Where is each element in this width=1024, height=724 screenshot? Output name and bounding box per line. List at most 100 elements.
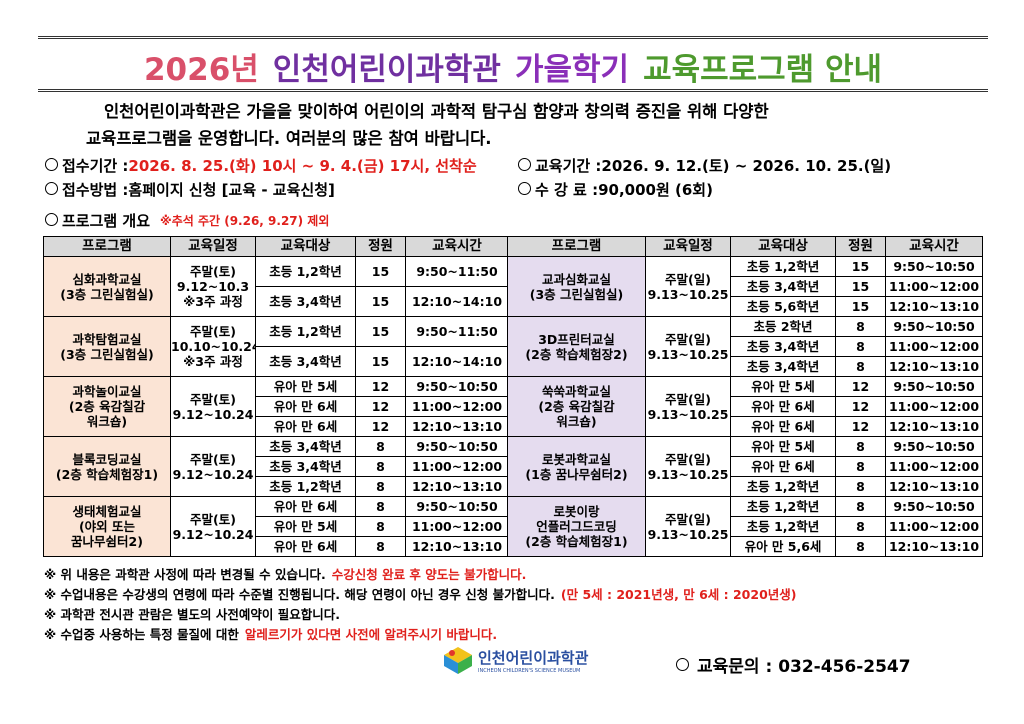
session-row: 로봇과학교실 (1층 꿈나무쉼터2) 주말(일) 9.13~10.25 유아 만 5…: [507, 436, 983, 497]
session-row: 유아 만 6세 12 12:10~13:10: [508, 416, 983, 437]
time-cell: 12:10~13:10: [885, 296, 983, 317]
target-cell: 유아 만 6세: [730, 416, 836, 437]
header-row: 프로그램 교육일정 교육대상 정원 교육시간: [43, 236, 509, 257]
intro-line: 인천어린이과학관은 가을을 맞이하여 어린이의 과학적 탐구심 함양과 창의력 …: [104, 102, 769, 121]
program-cell: 심화과학교실 (3층 그린실험실): [43, 256, 171, 317]
time-cell: 12:10~13:10: [885, 416, 983, 437]
program-cell: 로봇과학교실 (1층 꿈나무쉼터2): [507, 436, 646, 497]
session-row: 과학탐험교실 (3층 그린실험실) 주말(토) 10.10~10.24 ※3주 과…: [43, 316, 509, 377]
target-cell: 초등 3,4학년: [255, 286, 356, 317]
schedule-cell: 주말(일) 9.13~10.25: [645, 376, 731, 437]
capacity-cell: 8: [835, 516, 886, 537]
bullet: [676, 658, 689, 671]
session-row: 생태체험교실 (야외 또는 꿈나무쉼터2) 주말(토) 9.12~10.24 유아 …: [43, 496, 509, 557]
capacity-cell: 8: [835, 476, 886, 497]
time-cell: 11:00~12:00: [885, 336, 983, 357]
overview: 프로그램 개요 ※추석 주간 (9.26, 9.27) 제외: [45, 210, 329, 231]
target-cell: 유아 만 6세: [730, 396, 836, 417]
target-cell: 유아 만 6세: [255, 416, 356, 437]
session-row: 유아 만 6세 12 11:00~12:00: [508, 396, 983, 417]
capacity-cell: 8: [835, 456, 886, 477]
header-cell: 프로그램: [507, 236, 646, 257]
capacity-cell: 15: [355, 286, 406, 317]
session-row: 초등 3,4학년 8 11:00~12:00: [44, 456, 509, 477]
target-cell: 초등 1,2학년: [255, 256, 356, 287]
time-cell: 9:50~10:50: [405, 436, 509, 457]
title-part: 2026년: [143, 52, 259, 88]
program-table-right: 프로그램 교육일정 교육대상 정원 교육시간 교과심화교실 (3층 그린실험실) 주말(일)…: [507, 236, 983, 557]
info-value: 90,000원 (6회): [598, 181, 713, 199]
title-rule: [38, 89, 988, 92]
logo-text: 인천어린이과학관: [478, 648, 589, 667]
time-cell: 12:10~13:10: [885, 476, 983, 497]
capacity-cell: 12: [835, 376, 886, 397]
logo-icon: [444, 647, 472, 674]
session-row: 3D프린터교실 (2층 학습체험장2) 주말(일) 9.13~10.25 초등 2학…: [507, 316, 983, 377]
logo-subtext: INCHEON CHILDREN'S SCIENCE MUSEUM: [478, 667, 581, 674]
time-cell: 12:10~13:10: [405, 416, 509, 437]
notes: ※ 위 내용은 과학관 사정에 따라 변경될 수 있습니다. 수강신청 완료 후 …: [44, 565, 797, 645]
note-part: (만 5세 : 2021년생, 만 6세 : 2020년생): [560, 587, 797, 602]
info-row: 수 강 료 :90,000원 (6회): [518, 178, 891, 202]
target-cell: 유아 만 5,6세: [730, 536, 836, 557]
capacity-cell: 12: [355, 416, 406, 437]
note-part: ※ 수업중 사용하는 특정 물질에 대한: [44, 627, 239, 642]
session-row: 심화과학교실 (3층 그린실험실) 주말(토) 9.12~10.3 ※3주 과정 초…: [43, 256, 509, 317]
target-cell: 유아 만 6세: [255, 536, 356, 557]
contact-text: 교육문의 : 032-456-2547: [697, 657, 911, 677]
time-cell: 11:00~12:00: [885, 456, 983, 477]
header-cell: 정원: [835, 236, 886, 257]
bullet: [518, 158, 531, 171]
session-row: 블록코딩교실 (2층 학습체험장1) 주말(토) 9.12~10.24 초등 3,4…: [43, 436, 509, 497]
bullet: [45, 213, 58, 226]
session-row: 초등 1,2학년 8 12:10~13:10: [508, 476, 983, 497]
note-part: ※ 수업내용은 수강생의 연령에 따라 수준별 진행됩니다. 해당 연령이 아닌…: [44, 587, 555, 602]
schedule-cell: 주말(토) 9.12~10.24: [170, 376, 256, 437]
bullet: [45, 158, 58, 171]
intro: 인천어린이과학관은 가을을 맞이하여 어린이의 과학적 탐구심 함양과 창의력 …: [86, 98, 769, 152]
program-cell: 로봇이랑 언플러그드코딩 (2층 학습체험장1): [507, 496, 646, 557]
capacity-cell: 15: [835, 276, 886, 297]
capacity-cell: 15: [355, 256, 406, 287]
session-row: 교과심화교실 (3층 그린실험실) 주말(일) 9.13~10.25 초등 1,2학…: [507, 256, 983, 317]
time-cell: 11:00~12:00: [405, 396, 509, 417]
target-cell: 초등 1,2학년: [255, 316, 356, 347]
title-part: 가을학기: [514, 52, 630, 88]
header-cell: 교육시간: [885, 236, 983, 257]
time-cell: 9:50~10:50: [405, 376, 509, 397]
capacity-cell: 12: [355, 396, 406, 417]
info-label: 수 강 료 :: [535, 181, 599, 199]
schedule-cell: 주말(토) 9.12~10.24: [170, 496, 256, 557]
program-table-left: 프로그램 교육일정 교육대상 정원 교육시간 심화과학교실 (3층 그린실험실) 주말(토)…: [43, 236, 509, 557]
session-row: 유아 만 6세 8 12:10~13:10: [44, 536, 509, 557]
target-cell: 초등 3,4학년: [255, 436, 356, 457]
capacity-cell: 8: [835, 496, 886, 517]
target-cell: 초등 5,6학년: [730, 296, 836, 317]
target-cell: 초등 3,4학년: [255, 346, 356, 377]
target-cell: 초등 3,4학년: [255, 456, 356, 477]
overview-note: ※추석 주간 (9.26, 9.27) 제외: [160, 214, 330, 228]
capacity-cell: 15: [835, 256, 886, 277]
time-cell: 9:50~10:50: [885, 376, 983, 397]
logo: 인천어린이과학관 INCHEON CHILDREN'S SCIENCE MUSEU…: [440, 645, 588, 675]
note-part: ※ 과학관 전시관 관람은 별도의 사전예약이 필요합니다.: [44, 607, 341, 622]
info-value: 2026. 8. 25.(화) 10시 ~ 9. 4.(금) 17시, 선착순: [128, 157, 477, 175]
target-cell: 유아 만 5세: [255, 376, 356, 397]
time-cell: 9:50~10:50: [885, 316, 983, 337]
note-part: 수강신청 완료 후 양도는 불가합니다.: [331, 567, 527, 582]
top-rule: [38, 36, 988, 39]
time-cell: 12:10~13:10: [405, 476, 509, 497]
contact: 교육문의 : 032-456-2547: [676, 652, 911, 677]
note-part: ※ 위 내용은 과학관 사정에 따라 변경될 수 있습니다.: [44, 567, 326, 582]
time-cell: 9:50~10:50: [885, 496, 983, 517]
header-cell: 교육대상: [255, 236, 356, 257]
target-cell: 초등 3,4학년: [730, 336, 836, 357]
target-cell: 초등 1,2학년: [255, 476, 356, 497]
capacity-cell: 8: [835, 536, 886, 557]
info-value: 2026. 9. 12.(토) ~ 2026. 10. 25.(일): [601, 157, 892, 175]
time-cell: 12:10~13:10: [885, 356, 983, 377]
header-cell: 교육일정: [645, 236, 731, 257]
target-cell: 유아 만 5세: [730, 436, 836, 457]
title: 2026년 인천어린이과학관 가을학기 교육프로그램 안내: [38, 44, 988, 89]
